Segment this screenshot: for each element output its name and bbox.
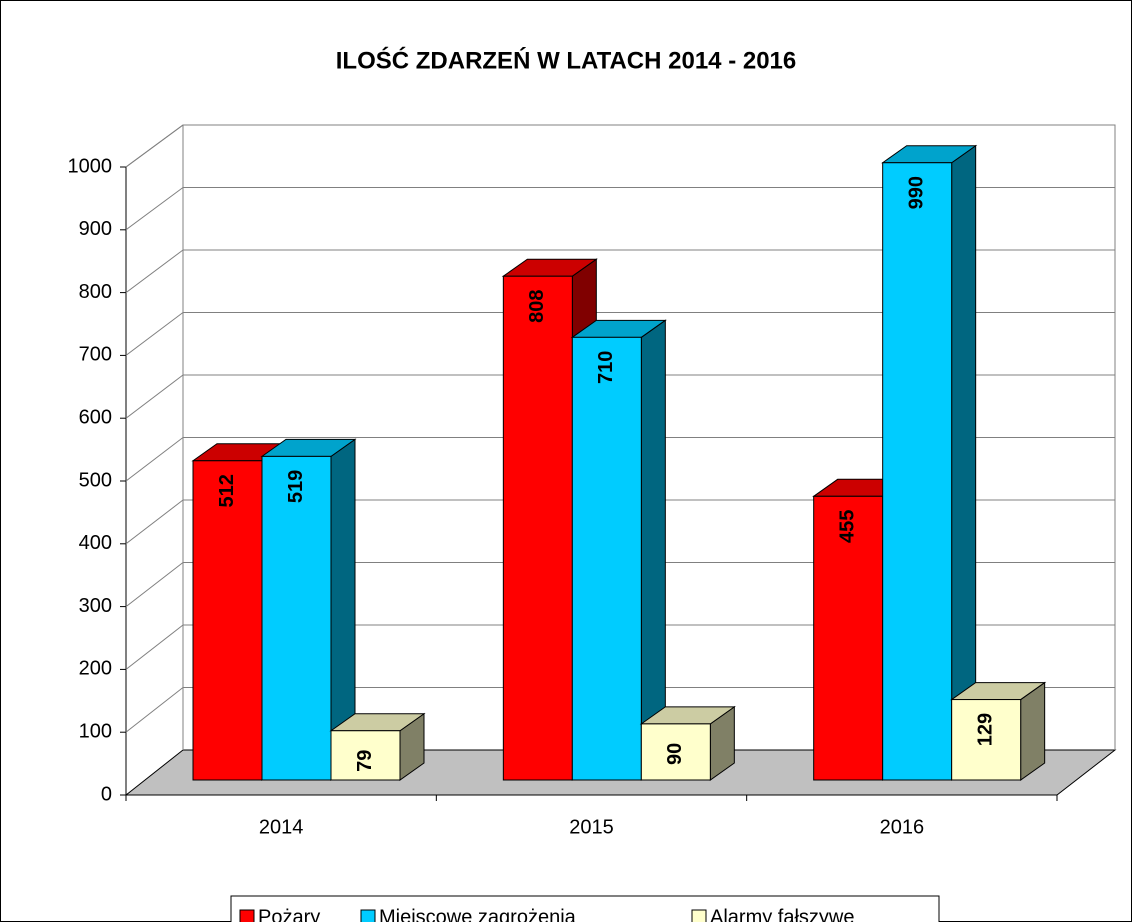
legend-label: Pożary [258,906,320,922]
data-label: 710 [595,351,617,384]
bar [192,460,263,781]
grid-line-side [125,437,184,482]
legend-swatch [691,909,707,922]
bars: 512 519 79 808 710 90 455 990 129 [191,144,1047,781]
chart-title: ILOŚĆ ZDARZEŃ W LATACH 2014 - 2016 [336,46,797,74]
y-tick-label: 800 [79,281,112,303]
y-tick-label: 400 [79,532,112,554]
grid-line-side [125,187,184,231]
data-label: 808 [526,290,548,323]
grid-line-side [125,624,184,670]
y-tick-label: 700 [79,344,112,366]
legend-swatch [360,909,376,922]
bar [951,699,1022,781]
grid-line-side [125,562,184,607]
data-label: 90 [664,743,686,765]
y-tick-label: 900 [79,218,112,240]
data-label: 519 [285,470,307,503]
y-tick-label: 300 [79,595,112,617]
x-tick-label: 2014 [259,816,304,838]
y-tick-label: 600 [79,406,112,428]
data-label: 455 [836,510,858,543]
y-tick-label: 200 [79,658,112,680]
bar [502,275,573,781]
grid-line-side [125,499,184,545]
x-tick-label: 2015 [569,816,614,838]
x-tick-label: 2016 [880,816,925,838]
y-tick-label: 0 [101,783,112,805]
bar [330,730,401,781]
bar [882,162,953,781]
legend-swatch [239,909,255,922]
data-label: 129 [974,713,996,746]
bar [571,336,642,781]
grid-line-side [125,312,184,356]
grid-line-side [125,124,184,168]
y-tick-label: 1000 [68,155,113,177]
bar [640,723,711,781]
y-tick-label: 500 [79,469,112,491]
grid-line-side [125,687,184,733]
y-tick-label: 100 [79,720,112,742]
bar [813,495,884,781]
data-label: 990 [905,176,927,209]
grid-line-side [125,374,184,419]
data-label: 512 [216,474,238,507]
grid-line-side [125,249,184,294]
legend [230,895,940,922]
data-label: 79 [354,750,376,772]
bar [261,455,332,781]
legend-label: Alarmy fałszywe [710,906,854,922]
legend-label: Miejscowe zagrożenia [379,906,577,922]
